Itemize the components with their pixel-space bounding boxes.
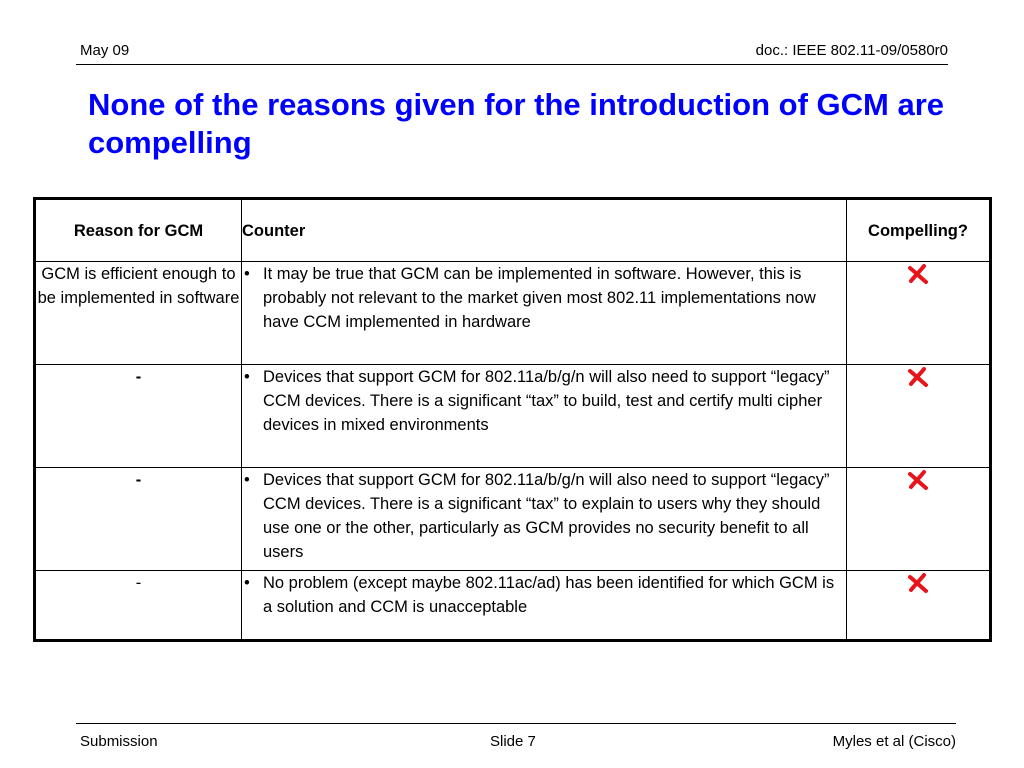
column-header-counter: Counter: [241, 198, 847, 262]
counter-cell: • It may be true that GCM can be implemen…: [241, 261, 847, 365]
reason-cell: GCM is efficient enough to be implemente…: [34, 261, 242, 365]
red-x-icon: [908, 470, 928, 490]
counter-text: Devices that support GCM for 802.11a/b/g…: [263, 471, 830, 561]
reason-cell: -: [34, 570, 242, 641]
bullet-icon: •: [244, 574, 250, 592]
compelling-cell: [846, 570, 991, 641]
header-date: May 09: [80, 42, 130, 59]
counter-text: Devices that support GCM for 802.11a/b/g…: [263, 368, 830, 434]
footer-submission: Submission: [80, 733, 158, 750]
table-row: - • Devices that support GCM for 802.11a/…: [34, 364, 991, 468]
counter-cell: • Devices that support GCM for 802.11a/b/…: [241, 364, 847, 468]
red-x-icon: [908, 573, 928, 593]
table-header-row: Reason for GCM Counter Compelling?: [34, 198, 991, 262]
counter-cell: • No problem (except maybe 802.11ac/ad) h…: [241, 570, 847, 641]
reason-cell: -: [34, 467, 242, 571]
red-x-icon: [908, 367, 928, 387]
bullet-icon: •: [244, 368, 250, 386]
red-x-icon: [908, 264, 928, 284]
slide-title: None of the reasons given for the introd…: [88, 87, 944, 160]
counter-text: No problem (except maybe 802.11ac/ad) ha…: [263, 574, 835, 616]
compelling-cell: [846, 467, 991, 571]
header-doc-id: doc.: IEEE 802.11-09/0580r0: [755, 42, 948, 59]
footer-author: Myles et al (Cisco): [832, 733, 956, 750]
column-header-reason: Reason for GCM: [34, 198, 242, 262]
column-header-compelling: Compelling?: [846, 198, 991, 262]
compelling-cell: [846, 261, 991, 365]
counter-cell: • Devices that support GCM for 802.11a/b/…: [241, 467, 847, 571]
compelling-cell: [846, 364, 991, 468]
bullet-icon: •: [244, 471, 250, 489]
footer-slide-number: Slide 7: [490, 733, 536, 750]
reasons-table: Reason for GCM Counter Compelling? GCM i…: [33, 197, 992, 642]
table-row: GCM is efficient enough to be implemente…: [34, 261, 991, 365]
table-row: - • Devices that support GCM for 802.11a/…: [34, 467, 991, 571]
footer-divider: [76, 723, 956, 724]
bullet-icon: •: [244, 265, 250, 283]
counter-text: It may be true that GCM can be implement…: [263, 265, 816, 331]
header-divider: [76, 64, 948, 65]
reason-cell: -: [34, 364, 242, 468]
table-row: - • No problem (except maybe 802.11ac/ad)…: [34, 570, 991, 641]
